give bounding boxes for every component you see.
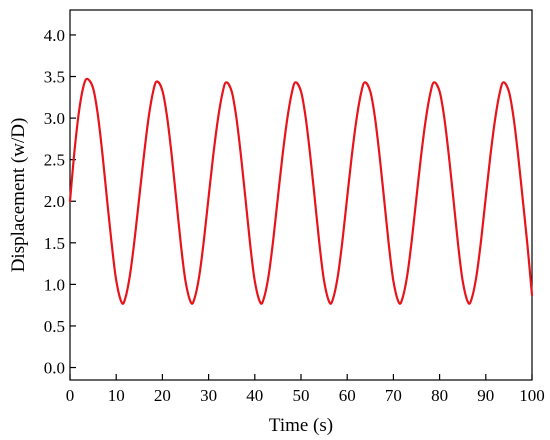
y-axis-title: Displacement (w/D): [8, 118, 29, 273]
y-tick-label: 3.0: [44, 109, 65, 128]
y-axis-ticks: 0.0 0.5 1.0 1.5 2.0 2.5 3.0 3.5 4.0: [44, 26, 76, 378]
y-tick-label: 0.5: [44, 317, 65, 336]
x-tick-label: 20: [154, 386, 171, 405]
x-tick-label: 60: [339, 386, 356, 405]
x-tick-label: 80: [431, 386, 448, 405]
x-tick-label: 0: [66, 386, 75, 405]
x-tick-label: 70: [385, 386, 402, 405]
x-tick-label: 100: [519, 386, 545, 405]
x-tick-label: 50: [293, 386, 310, 405]
x-axis-title: Time (s): [269, 415, 333, 436]
y-tick-label: 2.5: [44, 151, 65, 170]
y-tick-label: 4.0: [44, 26, 65, 45]
y-tick-label: 3.5: [44, 68, 65, 87]
series-group: [68, 77, 534, 305]
x-tick-label: 90: [477, 386, 494, 405]
y-tick-label: 0.0: [44, 359, 65, 378]
x-tick-label: 40: [246, 386, 263, 405]
y-tick-label: 1.5: [44, 234, 65, 253]
x-tick-label: 10: [108, 386, 125, 405]
x-axis-ticks: 0 10 20 30 40 50 60 70 80 90 100: [66, 374, 545, 405]
x-tick-label: 30: [200, 386, 217, 405]
y-tick-label: 1.0: [44, 275, 65, 294]
y-tick-label: 2.0: [44, 192, 65, 211]
displacement-series-line: [68, 77, 534, 305]
